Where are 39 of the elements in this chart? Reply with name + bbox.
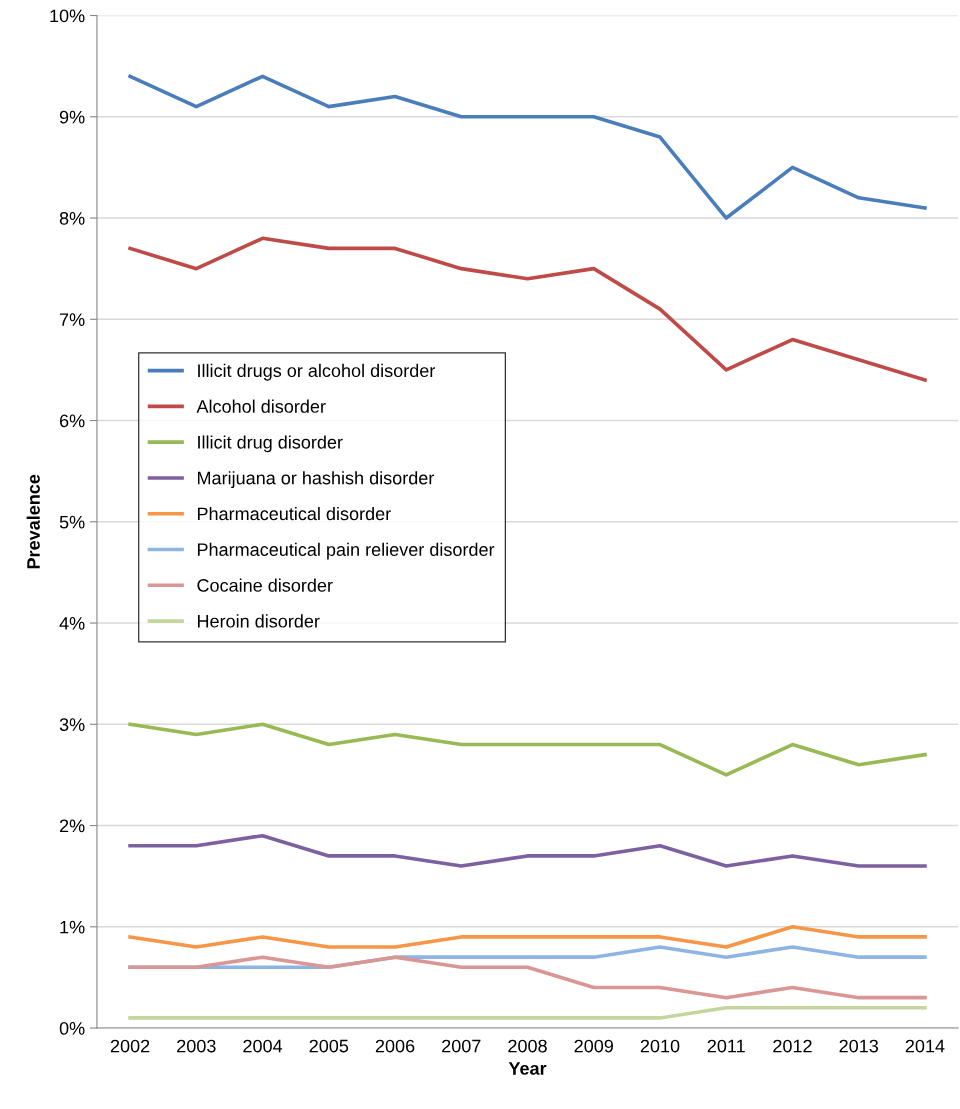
line-series — [128, 833, 927, 868]
legend-label: Illicit drugs or alcohol disorder — [198, 363, 436, 381]
y-tick-label: 10% — [50, 9, 85, 23]
x-tick-label: 2008 — [508, 1039, 547, 1053]
x-tick-label: 2012 — [773, 1039, 812, 1053]
x-tick-label: 2004 — [243, 1039, 283, 1053]
y-tick-label: 6% — [59, 414, 85, 428]
line-series — [128, 236, 927, 382]
x-tick-label: 2013 — [839, 1039, 879, 1053]
line-series — [128, 955, 927, 1000]
x-tick-label: 2014 — [905, 1039, 945, 1053]
legend-label: Alcohol disorder — [196, 399, 326, 413]
y-tick-label: 2% — [59, 819, 85, 833]
x-tick-label: 2007 — [442, 1039, 481, 1053]
y-tick-label: 3% — [59, 718, 85, 732]
x-tick-label: 2009 — [574, 1039, 613, 1053]
x-tick-label: 2002 — [110, 1039, 150, 1053]
legend-label: Illicit drug disorder — [198, 435, 343, 453]
x-axis-title: Year — [508, 1062, 547, 1075]
y-tick-label: 9% — [59, 110, 85, 124]
y-axis-title: Prevalence — [26, 474, 40, 569]
x-tick-label: 2003 — [177, 1039, 216, 1053]
line-series — [128, 74, 927, 220]
legend-label: Pharmaceutical pain reliever disorder — [197, 542, 495, 560]
y-tick-label: 1% — [60, 920, 85, 934]
y-tick-label: 8% — [59, 211, 85, 225]
legend-label: Pharmaceutical disorder — [197, 506, 391, 521]
x-tick-label: 2010 — [640, 1039, 680, 1053]
y-tick-label: 0% — [59, 1021, 85, 1035]
x-tick-label: 2005 — [309, 1039, 349, 1053]
line-series — [128, 722, 927, 777]
y-tick-label: 4% — [59, 617, 85, 630]
legend-label: Cocaine disorder — [197, 578, 333, 592]
x-tick-label: 2011 — [707, 1039, 745, 1053]
legend-label: Marijuana or hashish disorder — [197, 471, 435, 488]
legend-label: Heroin disorder — [197, 614, 320, 628]
x-tick-label: 2006 — [375, 1039, 415, 1053]
y-tick-label: 7% — [59, 313, 85, 326]
y-tick-label: 5% — [59, 515, 85, 529]
